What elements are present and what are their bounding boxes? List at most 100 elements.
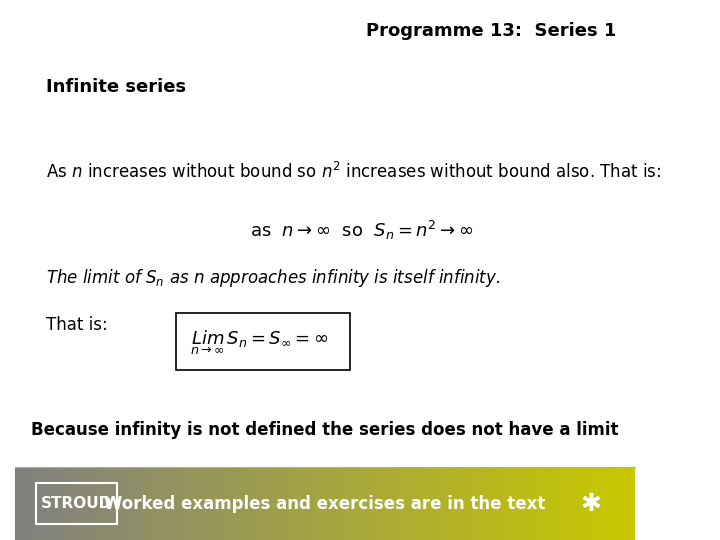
Bar [145, 467, 148, 540]
Bar [263, 467, 266, 540]
Bar [570, 467, 573, 540]
Bar [170, 467, 173, 540]
Bar [297, 467, 300, 540]
Bar [80, 467, 83, 540]
Bar [210, 467, 213, 540]
Bar [492, 467, 495, 540]
Bar [365, 467, 368, 540]
Bar [510, 467, 514, 540]
Bar [362, 467, 365, 540]
Bar [508, 467, 510, 540]
Bar [613, 467, 616, 540]
Bar [424, 467, 427, 540]
Bar [384, 467, 387, 540]
Bar [579, 467, 582, 540]
Bar [166, 467, 170, 540]
Text: ✱: ✱ [581, 491, 602, 516]
Bar [443, 467, 446, 540]
Bar [564, 467, 567, 540]
Bar [30, 467, 33, 540]
Bar [551, 467, 554, 540]
Bar [294, 467, 297, 540]
Bar [204, 467, 207, 540]
Bar [108, 467, 111, 540]
Bar [207, 467, 210, 540]
Bar [58, 467, 61, 540]
Bar [291, 467, 294, 540]
Bar [480, 467, 483, 540]
Bar [142, 467, 145, 540]
Bar [452, 467, 455, 540]
Bar [27, 467, 30, 540]
Bar [126, 467, 130, 540]
Bar [315, 467, 318, 540]
Bar [418, 467, 421, 540]
Bar [132, 467, 135, 540]
Bar [194, 467, 198, 540]
Bar [256, 467, 260, 540]
Bar [303, 467, 306, 540]
Bar [158, 467, 161, 540]
Bar [216, 467, 220, 540]
Bar [399, 467, 402, 540]
Bar [111, 467, 114, 540]
Bar [458, 467, 462, 540]
Bar [449, 467, 452, 540]
Bar [372, 467, 374, 540]
Bar [387, 467, 390, 540]
Bar [269, 467, 272, 540]
Bar [71, 467, 73, 540]
Bar [470, 467, 474, 540]
Bar [631, 467, 635, 540]
Bar [55, 467, 58, 540]
Bar [405, 467, 408, 540]
Bar [505, 467, 508, 540]
Bar [176, 467, 179, 540]
Text: as  $n \rightarrow \infty$  so  $S_n = n^2 \rightarrow \infty$: as $n \rightarrow \infty$ so $S_n = n^2 … [251, 219, 474, 242]
Bar [573, 467, 576, 540]
Bar [244, 467, 247, 540]
Bar [232, 467, 235, 540]
Bar [201, 467, 204, 540]
Bar [619, 467, 622, 540]
Bar [287, 467, 291, 540]
Bar [588, 467, 591, 540]
Bar [526, 467, 529, 540]
Bar [585, 467, 588, 540]
Bar [102, 467, 104, 540]
Bar [179, 467, 182, 540]
Bar [439, 467, 443, 540]
Bar [353, 467, 356, 540]
Bar [21, 467, 24, 540]
Bar [622, 467, 626, 540]
Bar [629, 467, 631, 540]
Bar [328, 467, 331, 540]
Bar [117, 467, 120, 540]
Bar [390, 467, 393, 540]
Bar [241, 467, 244, 540]
Bar [595, 467, 598, 540]
Bar [412, 467, 415, 540]
Bar [536, 467, 539, 540]
Bar [104, 467, 108, 540]
Text: That is:: That is: [46, 316, 107, 334]
Bar [86, 467, 89, 540]
Bar [253, 467, 256, 540]
Bar [402, 467, 405, 540]
Bar [582, 467, 585, 540]
Bar [374, 467, 377, 540]
Bar [626, 467, 629, 540]
Bar [495, 467, 498, 540]
Bar [318, 467, 322, 540]
Bar [533, 467, 536, 540]
Bar [517, 467, 520, 540]
Bar [154, 467, 158, 540]
Bar [37, 467, 40, 540]
Bar [251, 467, 253, 540]
Bar [541, 467, 545, 540]
Bar [467, 467, 470, 540]
Bar [68, 467, 71, 540]
Bar [498, 467, 501, 540]
Bar [557, 467, 560, 540]
Bar [576, 467, 579, 540]
